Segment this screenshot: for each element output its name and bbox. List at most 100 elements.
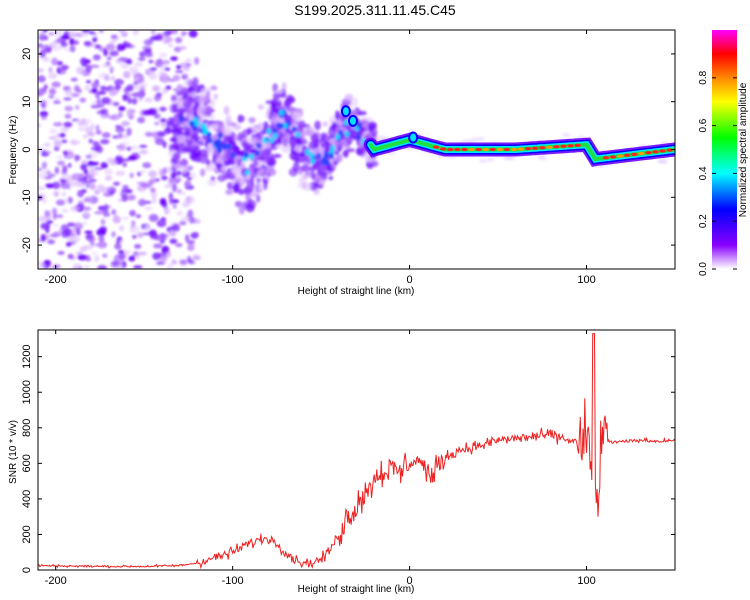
spectrogram-cell [59,132,66,138]
spectrogram-cell [89,237,97,242]
spectrogram-cell [116,43,126,52]
spectrogram-cell [97,264,108,269]
spectrogram-cell [61,230,71,238]
spectrogram-hotspot [272,128,278,135]
spectrogram-cell [40,222,51,230]
snr-ytick-label: 600 [21,454,33,472]
spectrogram-cell [38,68,44,73]
colorbar: 0.0 0.2 0.4 0.6 0.8 Normalized spectral ampl… [698,30,749,276]
spectrogram-cell [201,119,209,124]
spectrogram-cell [319,132,329,139]
spectrogram-cell [334,110,341,120]
spectrogram-cell [118,57,129,61]
spectrogram-hotspot [344,131,350,138]
spectrogram-cell [171,103,178,113]
spectrogram-cell [180,30,186,37]
spectrogram-cell [269,117,279,125]
band-peak [454,147,461,152]
spectrogram-cell [164,126,172,135]
spectrogram-hotspot [244,169,250,176]
spectrogram-cell [121,133,129,139]
spectrogram-cell [168,43,173,48]
spectrogram-cell [171,223,181,232]
spectrogram-cell [190,91,199,97]
spectrogram-cell [180,87,189,95]
spectrogram-cell [115,239,121,245]
spectrogram-cell [91,86,98,94]
spectrogram-cell [100,112,109,119]
spectrogram-cell [185,63,192,67]
spectrogram-cell [82,134,89,139]
spectrogram-cell [41,199,47,204]
spectrogram-cell [171,172,179,177]
spectrogram-cell [179,166,189,171]
spectrogram-cell [41,115,47,121]
spectrogram-cell [137,171,142,177]
spectrogram-cell [256,131,264,141]
spectrogram-hotspot [189,120,195,127]
spectrogram-cell [40,233,46,242]
spectrogram-cell [92,32,98,37]
spectrogram-cell [95,129,102,135]
spectrogram-cell [63,97,72,101]
spectrogram-cell [95,91,100,99]
spectrogram-cell [310,172,316,180]
spectrogram-hotspot [357,122,363,129]
spectrogram-cell [176,177,182,183]
spectrogram-cell [60,126,69,133]
spectrogram-cell [122,70,131,79]
spectrogram-cell [192,76,199,87]
spectrogram-cell [154,59,164,68]
spectrogram-cell [109,66,114,74]
spectrogram-cell [39,110,49,118]
snr-xtick-label: 100 [577,575,595,587]
spectrogram-cell [164,67,170,71]
spectrogram-cell [117,236,123,241]
spectrogram-cell [367,134,375,139]
spectrogram-cell [135,214,142,219]
spectrogram-cell [118,106,126,111]
spectrogram-cell [83,168,88,175]
spectrogram-cell [237,114,243,124]
colorbar-label: Normalized spectral amplitude [738,82,749,217]
spectrogram-cell [125,189,133,194]
spectrogram-cell [137,57,146,61]
spectrogram-cell [48,87,57,95]
spectrogram-hotspot [408,131,419,144]
spectrogram-cell [147,179,158,184]
snr-ytick-label: 1200 [21,344,33,368]
colorbar-tick-label: 0.2 [698,214,709,228]
spectrogram-cell [171,142,180,151]
spectrogram-cell [38,171,48,179]
spectrogram-cell [148,213,159,222]
spectrogram-cell [93,167,103,171]
colorbar-gradient [712,30,737,269]
spectrogram-cell [292,162,301,173]
spectrogram-cell [94,79,100,84]
band-peak [539,146,546,150]
spectrogram-cell [192,232,200,237]
spectrogram-hotspot [179,116,185,123]
spectrogram-cell [150,30,156,35]
spectrogram-cell [186,239,196,245]
spectrogram-cell [152,131,160,139]
spectrogram-cell [176,84,183,90]
spectrogram-hotspot [268,137,274,144]
spectrogram-cell [134,62,143,67]
spectrogram-cell [105,43,116,51]
spectrogram-cell [110,114,120,121]
spectrogram-cell [180,158,188,167]
spectrogram-cell [344,93,354,102]
spectrogram-cell [275,143,281,149]
spectrogram-cell [291,111,302,122]
spectrogram-cell [139,51,146,58]
spectrogram-cell [47,239,56,245]
chart-title: S199.2025.311.11.45.C45 [294,2,456,18]
spectrogram-cell [235,155,242,161]
spectrogram-cell [56,68,67,75]
spectrogram-cell [188,259,196,265]
spectrogram-cell [349,109,358,116]
spectrogram-cell [356,147,363,156]
spectrogram-cell [97,241,108,249]
spectrogram-cell [136,232,144,239]
